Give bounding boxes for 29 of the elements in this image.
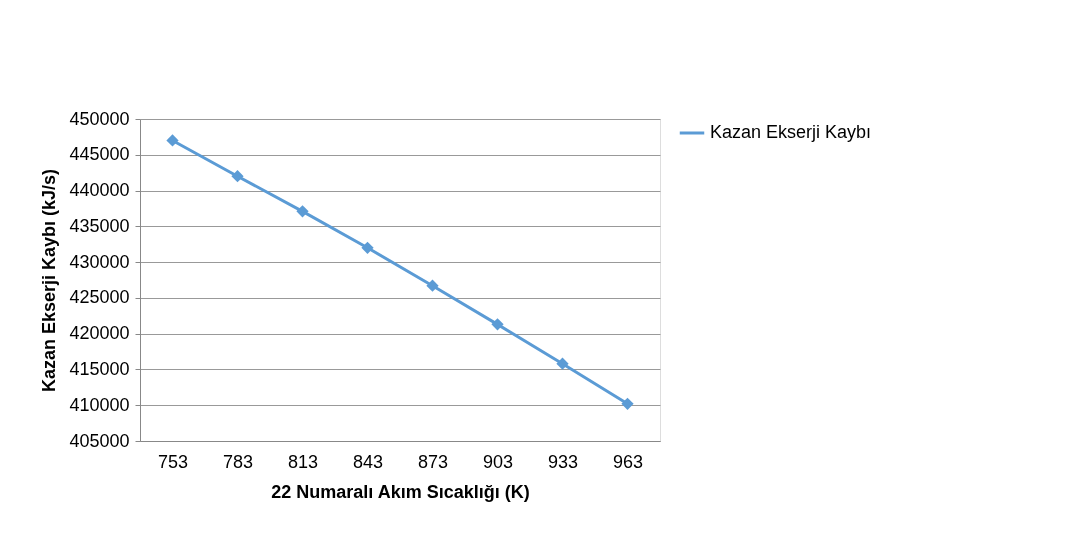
point	[621, 397, 634, 410]
x-axis-title: 22 Numaralı Akım Sıcaklığı (K)	[271, 481, 530, 502]
point	[296, 205, 309, 218]
point	[491, 318, 504, 331]
y-tick-label: 445000	[69, 144, 130, 165]
point	[361, 241, 374, 254]
y-tick-label: 425000	[69, 287, 130, 308]
legend-label: Kazan Ekserji Kaybı	[710, 122, 872, 142]
y-tick-label: 405000	[69, 430, 130, 451]
x-tick-label: 813	[287, 451, 319, 472]
y-axis-title: Kazan Ekserji Kaybı (kJ/s)	[39, 168, 60, 393]
x-tick-label: 933	[547, 451, 579, 472]
x-tick-label: 963	[612, 451, 644, 472]
x-tick-label: 843	[352, 451, 384, 472]
y-tick-label: 450000	[69, 108, 130, 129]
x-tick-label: 753	[157, 451, 189, 472]
point	[556, 357, 569, 370]
y-tick-label: 410000	[69, 394, 130, 415]
x-tick-label: 873	[417, 451, 449, 472]
point	[166, 134, 179, 147]
y-tick-label: 415000	[69, 358, 130, 379]
y-tick-label: 440000	[69, 180, 130, 201]
x-tick-label: 783	[222, 451, 254, 472]
y-tick-label: 420000	[69, 323, 130, 344]
y-tick-label: 435000	[69, 215, 130, 236]
point	[426, 279, 439, 292]
point	[231, 170, 244, 183]
x-tick-label: 903	[482, 451, 514, 472]
y-tick-label: 430000	[69, 251, 130, 272]
